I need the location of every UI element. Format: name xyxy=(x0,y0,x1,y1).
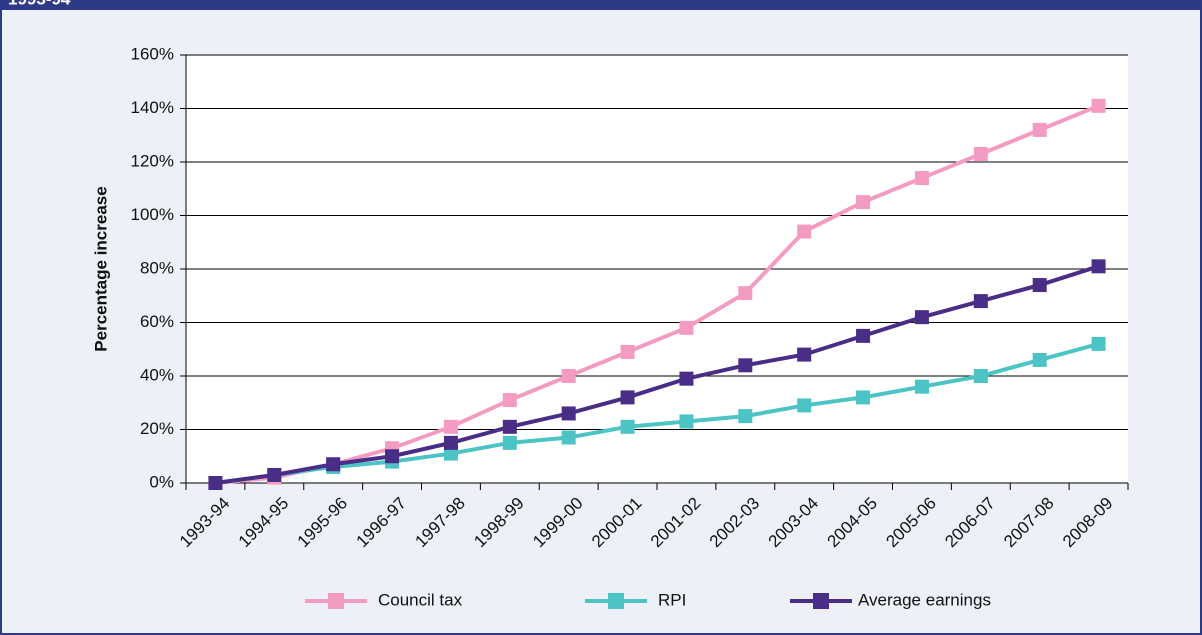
point-marker xyxy=(914,379,929,394)
point-marker xyxy=(385,449,400,464)
point-marker xyxy=(856,195,871,210)
y-axis-label: Percentage increase xyxy=(91,186,110,351)
series-line xyxy=(215,264,1100,485)
point-marker xyxy=(1032,278,1047,293)
point-marker xyxy=(738,286,753,301)
point-marker xyxy=(443,419,458,434)
point-marker xyxy=(738,358,753,373)
legend-label: RPI xyxy=(658,590,686,609)
point-marker xyxy=(738,409,753,424)
y-tick-label: 140% xyxy=(131,98,174,117)
legend-marker xyxy=(328,593,344,609)
point-marker xyxy=(679,320,694,335)
point-marker xyxy=(326,457,341,472)
point-marker xyxy=(797,398,812,413)
point-marker xyxy=(797,224,812,239)
point-marker xyxy=(679,371,694,386)
point-marker xyxy=(973,146,988,161)
point-marker xyxy=(502,435,517,450)
point-marker xyxy=(1091,98,1106,113)
y-tick-label: 160% xyxy=(131,44,174,63)
point-marker xyxy=(914,310,929,325)
chart-title: 1993-94 xyxy=(8,0,71,8)
point-marker xyxy=(208,476,223,490)
point-marker xyxy=(856,390,871,405)
y-tick-label: 60% xyxy=(140,312,174,331)
point-marker xyxy=(973,294,988,309)
point-marker xyxy=(973,369,988,383)
point-marker xyxy=(620,344,635,359)
point-marker xyxy=(679,414,694,429)
point-marker xyxy=(1032,122,1047,137)
point-marker xyxy=(914,171,929,186)
series-line xyxy=(215,341,1100,485)
point-marker xyxy=(502,393,517,408)
point-marker xyxy=(561,369,576,383)
point-marker xyxy=(443,446,458,461)
point-marker xyxy=(1091,259,1106,274)
y-tick-label: 40% xyxy=(140,365,174,384)
point-marker xyxy=(856,328,871,343)
y-tick-label: 20% xyxy=(140,419,174,438)
point-marker xyxy=(561,430,576,445)
point-marker xyxy=(1032,352,1047,367)
point-marker xyxy=(620,419,635,434)
legend-label: Council tax xyxy=(378,590,463,609)
legend-marker xyxy=(813,593,829,609)
y-tick-label: 0% xyxy=(149,472,174,491)
point-marker xyxy=(502,419,517,434)
point-marker xyxy=(1091,336,1106,351)
point-marker xyxy=(267,467,282,482)
legend-label: Average earnings xyxy=(858,590,991,609)
series-line xyxy=(215,103,1100,485)
legend-marker xyxy=(608,593,624,609)
y-tick-label: 120% xyxy=(131,151,174,170)
point-marker xyxy=(797,347,812,362)
y-tick-label: 100% xyxy=(131,205,174,224)
point-marker xyxy=(620,390,635,405)
y-tick-label: 80% xyxy=(140,258,174,277)
point-marker xyxy=(443,435,458,450)
point-marker xyxy=(561,406,576,421)
